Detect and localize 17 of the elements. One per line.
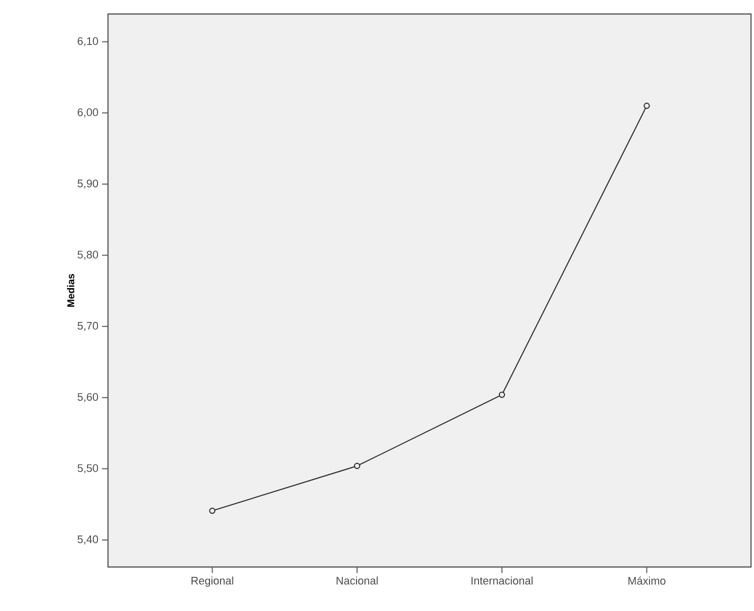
point xyxy=(498,392,506,398)
x-tick-label: Regional xyxy=(192,576,234,587)
point xyxy=(209,508,216,514)
y-tick-label: 5,60 xyxy=(78,393,98,402)
y-tick-label: 5,90 xyxy=(78,180,98,189)
x-tick-label: Máximo xyxy=(628,576,666,585)
y-tick-label: 6,00 xyxy=(78,108,98,118)
x-tick-label: Internacional xyxy=(472,576,533,585)
x-tick-label: Nacional xyxy=(336,576,378,585)
y-tick-label: 5,80 xyxy=(78,250,98,260)
y-tick-label: 5,70 xyxy=(78,322,98,331)
point xyxy=(644,102,650,109)
y-tick-label: 5,40 xyxy=(78,535,98,544)
point xyxy=(354,462,360,470)
y-tick-label: 6,10 xyxy=(78,37,98,46)
y-tick-label: 5,50 xyxy=(78,464,98,474)
y-axis-title: Medias xyxy=(67,274,74,307)
